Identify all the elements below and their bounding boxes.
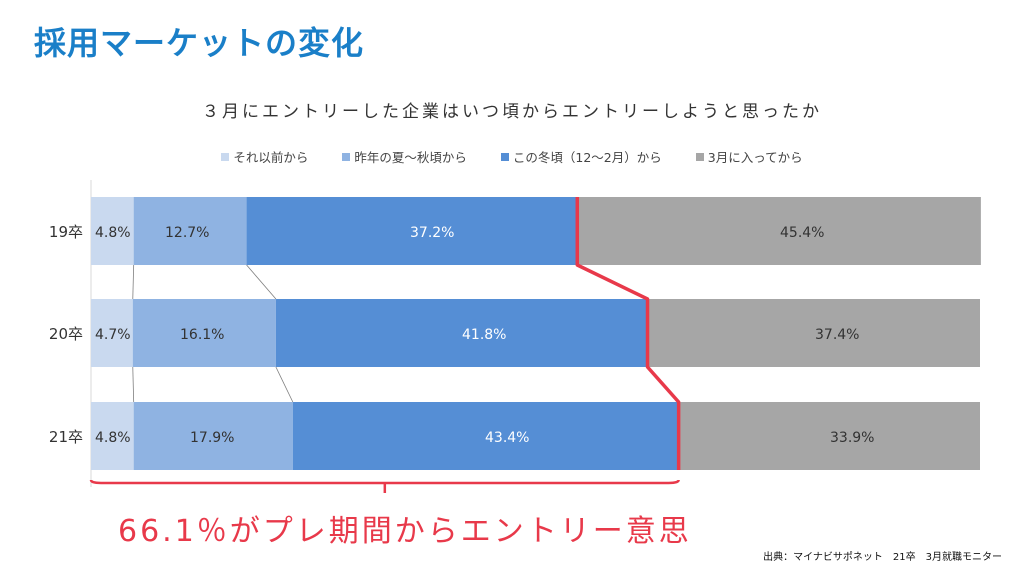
legend-swatch-2 bbox=[500, 152, 509, 161]
connector-0-1 bbox=[246, 264, 277, 300]
data-label-0-1: 12.7% bbox=[165, 225, 209, 241]
legend-item-2: この冬頃（12～2月）から bbox=[500, 147, 662, 166]
annotation-text: 66.1％がプレ期間からエントリー意思 bbox=[118, 514, 692, 549]
bar-1-1 bbox=[132, 299, 276, 367]
chart-legend: それ以前から 昨年の夏～秋頃から この冬頃（12～2月）から 3月に入ってから bbox=[0, 147, 1024, 166]
highlight-bracket bbox=[89, 479, 680, 493]
bar-2-2 bbox=[292, 402, 679, 470]
bar-0-3 bbox=[577, 197, 981, 265]
connector-1-1 bbox=[275, 366, 294, 403]
category-label-0: 19卒 bbox=[49, 223, 83, 241]
bar-0-0 bbox=[91, 197, 134, 265]
legend-item-1: 昨年の夏～秋頃から bbox=[342, 147, 467, 166]
data-label-0-3: 45.4% bbox=[780, 225, 824, 241]
data-label-2-2: 43.4% bbox=[485, 430, 529, 446]
bar-2-0 bbox=[91, 402, 134, 470]
data-label-2-1: 17.9% bbox=[190, 430, 234, 446]
data-label-1-0: 4.7% bbox=[95, 327, 131, 343]
source-note: 出典：マイナビサポネット 21卒 3月就職モニター bbox=[763, 552, 1002, 563]
legend-swatch-0 bbox=[221, 152, 230, 161]
bar-2-3 bbox=[678, 402, 980, 470]
category-label-1: 20卒 bbox=[49, 325, 83, 343]
data-label-0-2: 37.2% bbox=[410, 225, 454, 241]
bar-1-0 bbox=[91, 299, 133, 367]
data-label-2-3: 33.9% bbox=[830, 430, 874, 446]
highlight-boundary-line bbox=[575, 197, 681, 470]
legend-label-1: 昨年の夏～秋頃から bbox=[354, 150, 467, 165]
bar-1-3 bbox=[647, 299, 980, 367]
data-label-1-1: 16.1% bbox=[180, 327, 224, 343]
page-title: 採用マーケットの変化 bbox=[34, 24, 365, 62]
bar-1-2 bbox=[275, 299, 648, 367]
data-label-2-0: 4.8% bbox=[95, 430, 131, 446]
chart-title: ３月にエントリーした企業はいつ頃からエントリーしようと思ったか bbox=[202, 102, 822, 122]
legend-item-0: それ以前から bbox=[221, 147, 308, 166]
bar-0-2 bbox=[246, 197, 578, 265]
legend-label-3: 3月に入ってから bbox=[707, 150, 803, 165]
legend-label-0: それ以前から bbox=[233, 150, 309, 165]
legend-item-3: 3月に入ってから bbox=[695, 147, 803, 166]
connector-1-0 bbox=[132, 366, 135, 403]
legend-label-2: この冬頃（12～2月）から bbox=[512, 150, 662, 165]
category-label-2: 21卒 bbox=[49, 428, 83, 446]
data-label-0-0: 4.8% bbox=[95, 225, 131, 241]
connector-0-0 bbox=[132, 264, 135, 300]
legend-swatch-3 bbox=[695, 152, 704, 161]
bar-2-1 bbox=[133, 402, 293, 470]
bar-0-1 bbox=[133, 197, 247, 265]
legend-swatch-1 bbox=[342, 152, 351, 161]
data-label-1-2: 41.8% bbox=[462, 327, 506, 343]
data-label-1-3: 37.4% bbox=[815, 327, 859, 343]
